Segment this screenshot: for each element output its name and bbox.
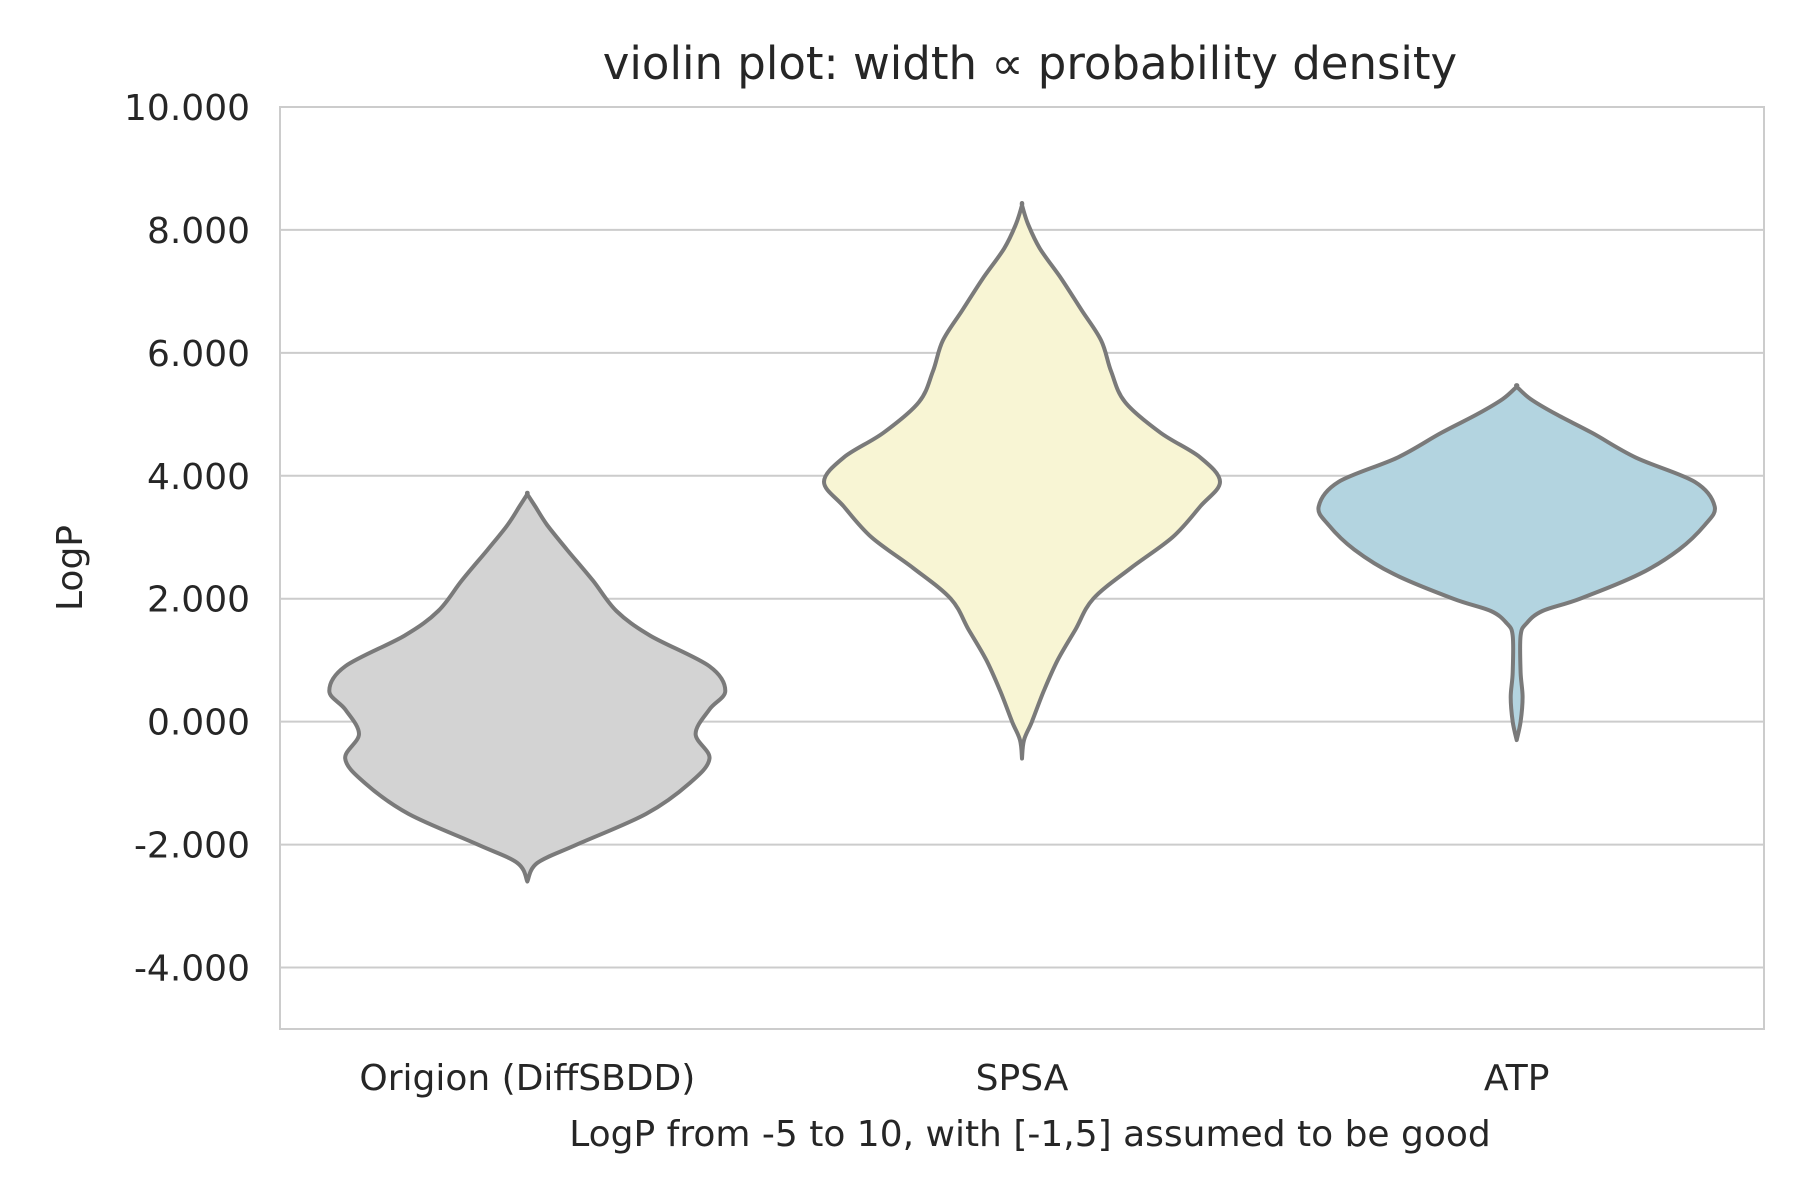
- y-tick-label: -4.000: [134, 949, 250, 990]
- y-tick-label: 8.000: [147, 211, 250, 252]
- violins: [327, 201, 1717, 884]
- chart-title: violin plot: width ∝ probability density: [603, 37, 1457, 90]
- plot-frame: [279, 106, 1765, 1030]
- x-tick-label: Origion (DiffSBDD): [359, 1058, 695, 1099]
- y-tick-label: 6.000: [147, 334, 250, 375]
- y-tick-label: 10.000: [124, 88, 250, 129]
- x-tick-label: ATP: [1484, 1058, 1550, 1099]
- x-tick-labels: Origion (DiffSBDD) SPSA ATP: [359, 1058, 1549, 1099]
- x-tick-label: SPSA: [976, 1058, 1069, 1099]
- y-tick-label: -2.000: [134, 826, 250, 867]
- violin-1: [822, 201, 1222, 761]
- violin-0: [327, 490, 728, 884]
- y-tick-labels: -4.000 -2.000 0.000 2.000 4.000 6.000 8.000 10.…: [124, 88, 250, 990]
- violin-2: [1316, 383, 1717, 743]
- y-tick-label: 0.000: [147, 703, 250, 744]
- y-tick-label: 4.000: [147, 457, 250, 498]
- x-axis-label: LogP from -5 to 10, with [-1,5] assumed …: [569, 1114, 1491, 1155]
- y-tick-label: 2.000: [147, 580, 250, 621]
- y-axis-label: LogP: [50, 525, 91, 611]
